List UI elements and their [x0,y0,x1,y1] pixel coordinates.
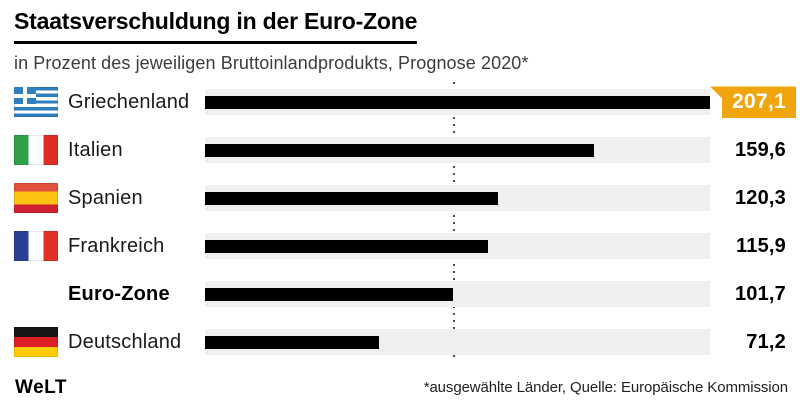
bar-track-deutschland [205,329,710,356]
country-label-italien: Italien [68,138,123,161]
bar-track-italien [205,137,710,164]
value-column-deutschland: 71,2 [710,331,800,354]
country-label-spanien: Spanien [68,186,143,209]
country-label-euro-zone: Euro-Zone [68,282,170,305]
highlight-value-badge-griechenland: 207,1 [710,86,797,119]
bar-track-frankreich [205,233,710,260]
debt-bar-deutschland [205,335,379,349]
welt-logo: WeLT [15,377,67,398]
chart-row-frankreich: Frankreich 115,9 [0,222,800,270]
italy-flag-icon [14,135,58,166]
subtitle: in Prozent des jeweiligen Bruttoinlandpr… [14,53,529,74]
debt-bar-euro-zone [205,287,453,301]
flag-placeholder [14,279,58,309]
header: Staatsverschuldung in der Euro-Zone in P… [0,0,800,74]
debt-bar-frankreich [205,239,488,253]
germany-flag-icon [14,327,58,358]
spain-flag-icon [14,183,58,214]
chart-row-spanien: Spanien 120,3 [0,174,800,222]
page-title: Staatsverschuldung in der Euro-Zone [14,8,417,45]
country-label-deutschland: Deutschland [68,330,182,353]
value-column-spanien: 120,3 [710,187,800,210]
bar-track-euro-zone [205,281,710,308]
bar-track-spanien [205,185,710,212]
value-column-italien: 159,6 [710,139,800,162]
reference-dotted-line [453,82,455,363]
bar-chart: Griechenland 207,1 Italien 159,6 Spanien 120,… [0,78,800,366]
greece-flag-icon [14,87,58,118]
value-column-euro-zone: 101,7 [710,283,800,306]
debt-bar-spanien [205,191,499,205]
debt-bar-griechenland [205,95,710,109]
country-label-frankreich: Frankreich [68,234,165,257]
bar-track-griechenland [205,89,710,116]
value-label-spanien: 120,3 [734,186,786,209]
debt-bar-italien [205,143,595,157]
value-column-frankreich: 115,9 [710,235,800,258]
value-label-italien: 159,6 [734,138,786,161]
footer: WeLT *ausgewählte Länder, Quelle: Europä… [0,372,800,409]
france-flag-icon [14,231,58,262]
value-column-griechenland: 207,1 [710,86,800,119]
chart-row-griechenland: Griechenland 207,1 [0,78,800,126]
value-label-euro-zone: 101,7 [734,282,786,305]
chart-row-deutschland: Deutschland 71,2 [0,318,800,366]
value-label-deutschland: 71,2 [746,330,786,353]
chart-row-euro-zone: Euro-Zone 101,7 [0,270,800,318]
country-label-griechenland: Griechenland [68,90,190,113]
chart-row-italien: Italien 159,6 [0,126,800,174]
source-note: *ausgewählte Länder, Quelle: Europäische… [423,379,788,396]
value-label-frankreich: 115,9 [736,234,786,257]
